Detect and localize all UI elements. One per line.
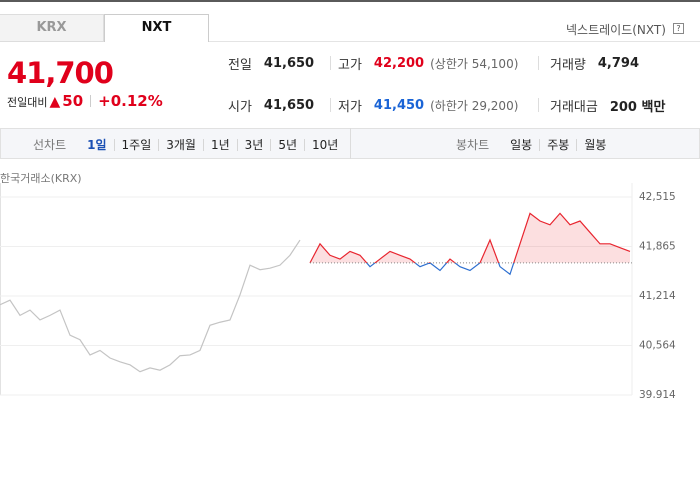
y-tick-label: 41,865 — [639, 241, 676, 253]
stat: 전일 41,650 — [228, 55, 315, 73]
stat-divider — [538, 56, 539, 70]
stat: 고가 42,200 (상한가 54,100) — [338, 55, 519, 73]
stat: 거래량 4,794 — [550, 55, 640, 73]
change-percent: +0.12% — [98, 92, 163, 110]
stat-label: 고가 — [338, 57, 362, 73]
stat-label: 거래량 — [550, 57, 586, 73]
stat-value: 41,650 — [263, 55, 315, 71]
period-button[interactable]: 3년 — [236, 138, 271, 151]
stat-value: 42,200 — [373, 55, 425, 71]
stat-label: 전일 — [228, 57, 252, 73]
stat-value: 41,650 — [263, 97, 315, 113]
period-button[interactable]: 일봉 — [510, 137, 533, 152]
market-label: 넥스트레이드(NXT) — [566, 23, 666, 37]
period-button[interactable]: 10년 — [304, 138, 345, 151]
y-tick-label: 41,214 — [639, 290, 676, 302]
line — [0, 239, 301, 373]
change: 전일대비 ▲ 50 +0.12% — [7, 92, 163, 110]
tab-divider — [209, 41, 700, 42]
separator — [90, 95, 92, 107]
period-heading: 선차트 — [33, 138, 67, 152]
stat-value: 41,450 — [373, 97, 425, 113]
change-arrow: ▲ — [49, 94, 61, 110]
period-button[interactable]: 주봉 — [539, 138, 576, 151]
stat-label: 저가 — [338, 99, 362, 115]
change-label: 전일대비 — [7, 96, 48, 109]
y-tick-label: 39,914 — [639, 389, 676, 398]
line-periods: 선차트 1일 1주일 3개월 1년 3년 5년 10년 — [33, 136, 345, 153]
stat-divider — [538, 98, 539, 112]
period-button[interactable]: 5년 — [270, 138, 304, 151]
change-amount: 50 — [62, 92, 84, 110]
period-button[interactable]: 1일 — [87, 137, 107, 152]
stat: 거래대금 200 백만 — [550, 97, 666, 115]
chart: 39,914 40,564 41,214 41,865 42,515 — [0, 183, 676, 398]
stat-divider — [330, 56, 331, 70]
period-divider — [350, 128, 351, 159]
stat-divider — [330, 98, 331, 112]
help-icon[interactable]: ? — [673, 23, 684, 34]
market-tab[interactable]: KRX — [0, 14, 104, 42]
market-tab-active[interactable]: NXT — [104, 14, 209, 42]
stat-note: (하한가 29,200) — [430, 98, 519, 113]
period-button[interactable]: 1년 — [202, 138, 237, 151]
stat-label: 시가 — [228, 99, 252, 115]
stat-value: 200 백만 — [609, 99, 666, 115]
current-price: 41,700 — [7, 56, 114, 90]
period-button[interactable]: 월봉 — [576, 138, 613, 151]
stat-label: 거래대금 — [550, 99, 598, 115]
y-tick-label: 40,564 — [639, 340, 676, 352]
stat: 저가 41,450 (하한가 29,200) — [338, 97, 519, 115]
top-border — [0, 0, 700, 2]
candle-periods: 봉차트 일봉 주봉 월봉 — [456, 136, 613, 153]
stat-note: (상한가 54,100) — [430, 56, 519, 71]
area — [310, 213, 630, 263]
stat: 시가 41,650 — [228, 97, 315, 115]
stat-value: 4,794 — [597, 55, 640, 71]
chart-subtitle: 한국거래소(KRX) — [0, 172, 82, 185]
period-button[interactable]: 1주일 — [113, 138, 159, 151]
period-button[interactable]: 3개월 — [158, 138, 203, 151]
y-tick-label: 42,515 — [639, 191, 676, 203]
line — [309, 212, 631, 276]
period-heading: 봉차트 — [456, 138, 490, 152]
